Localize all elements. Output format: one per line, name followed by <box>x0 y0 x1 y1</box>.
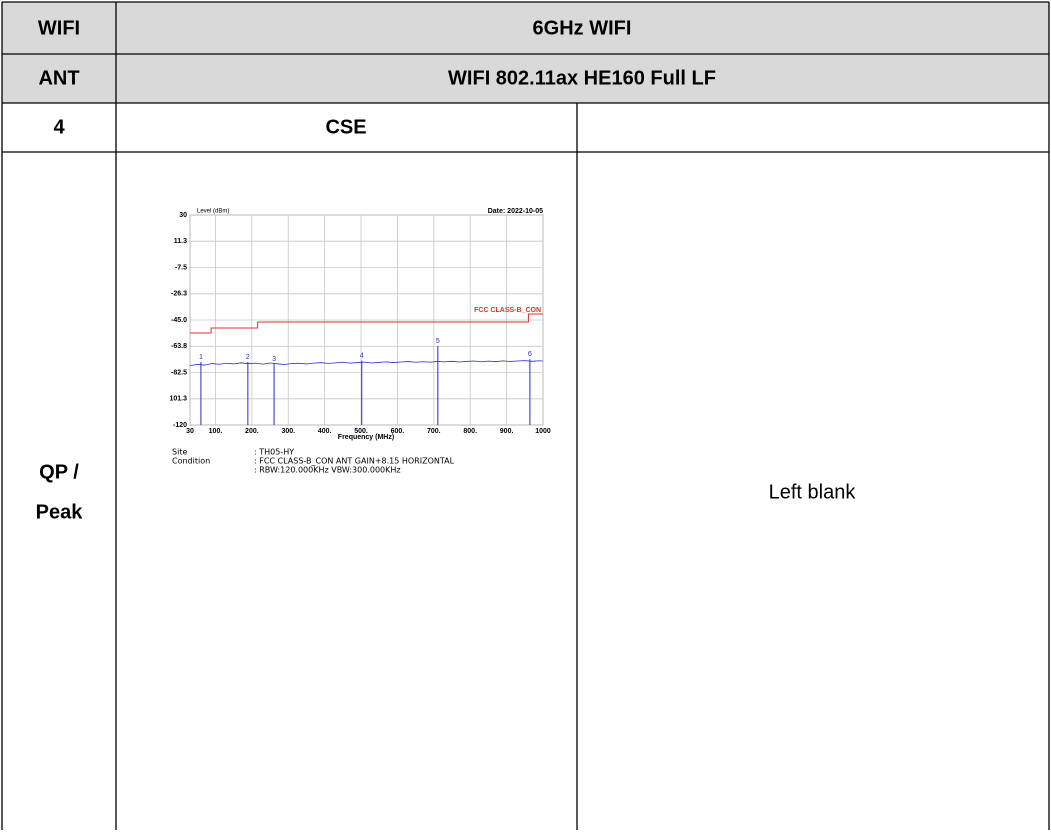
x-tick-label: 30 <box>186 428 194 435</box>
x-tick-label: 1000 <box>535 428 551 435</box>
y-tick-label: -45.0 <box>171 317 187 324</box>
y-tick-label: 101.3 <box>169 396 187 403</box>
marker-label: 2 <box>246 354 250 361</box>
marker-label: 5 <box>436 338 440 345</box>
cell: Peak <box>36 501 84 523</box>
y-tick-label: -7.5 <box>175 264 187 271</box>
marker-label: 6 <box>528 351 532 358</box>
marker-label: 1 <box>199 354 203 361</box>
marker-label: 4 <box>360 352 364 359</box>
info-text: : FCC CLASS-B_CON ANT GAIN+8.15 HORIZONT… <box>254 457 455 466</box>
noise-trace <box>189 360 544 366</box>
cell: 4 <box>53 116 65 138</box>
cell: WIFI <box>38 17 80 39</box>
x-tick-label: 200. <box>245 428 259 435</box>
y-tick-label: -82.5 <box>171 369 187 376</box>
x-tick-label: 900. <box>500 428 514 435</box>
x-axis-label: Frequency (MHz) <box>338 434 394 441</box>
info-label: Site <box>172 448 187 457</box>
limit-label: FCC CLASS-B_CON <box>474 307 541 314</box>
header-bg <box>2 2 1049 103</box>
x-tick-label: 700. <box>427 428 441 435</box>
y-tick-label: -63.8 <box>171 343 187 350</box>
limit-line <box>190 313 543 334</box>
x-tick-label: 600. <box>391 428 405 435</box>
info-label: Condition <box>172 457 210 466</box>
chart-date: Date: 2022-10-05 <box>488 208 543 215</box>
cell: Left blank <box>769 481 857 503</box>
x-tick-label: 500. <box>354 428 368 435</box>
x-tick-label: 400. <box>318 428 332 435</box>
x-tick-label: 100. <box>209 428 223 435</box>
x-tick-label: 300. <box>281 428 295 435</box>
info-text: : TH05-HY <box>254 448 294 457</box>
cell: 6GHz WIFI <box>533 17 632 39</box>
cell: CSE <box>325 116 366 138</box>
marker-label: 3 <box>272 356 276 363</box>
chart-title: Level (dBm) <box>197 209 229 215</box>
info-text: : RBW:120.000KHz VBW:300.000KHz <box>254 466 401 475</box>
y-tick-label: -120 <box>173 422 187 429</box>
cell: QP / <box>39 461 79 483</box>
y-tick-label: 11.3 <box>174 238 187 245</box>
x-tick-label: 800. <box>463 428 477 435</box>
y-tick-label: -26.3 <box>171 291 187 298</box>
cell: ANT <box>38 67 79 89</box>
y-tick-label: 30 <box>179 212 187 219</box>
cell: WIFI 802.11ax HE160 Full LF <box>448 67 716 89</box>
